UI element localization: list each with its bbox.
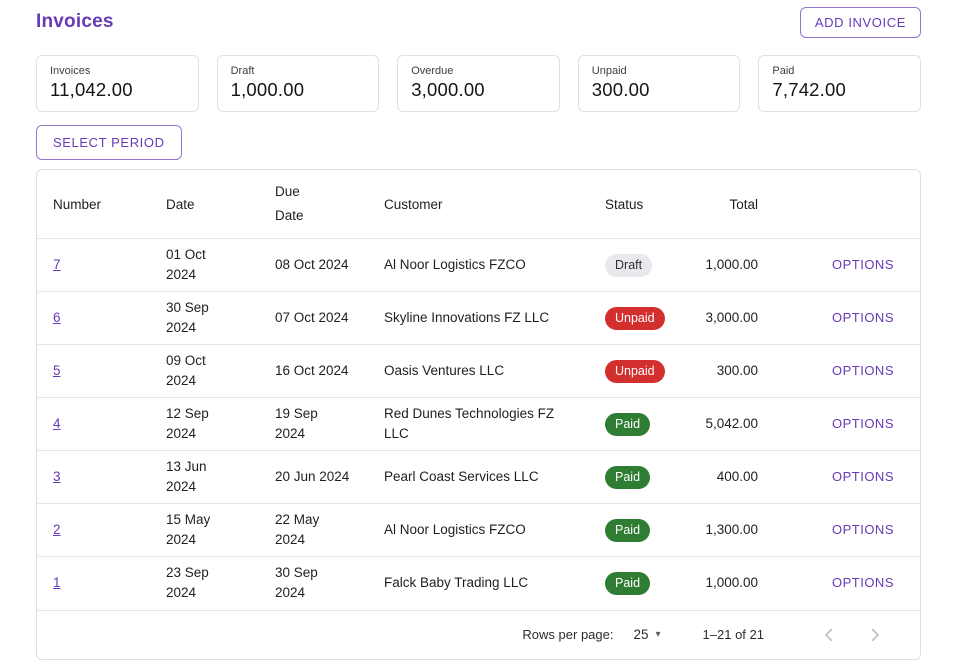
page-header: Invoices ADD INVOICE <box>36 0 921 38</box>
invoice-due-date: 19 Sep 2024 <box>259 397 368 451</box>
table-row: 1 23 Sep 2024 30 Sep 2024 Falck Baby Trading … <box>37 556 920 610</box>
summary-card-unpaid: Unpaid 300.00 <box>577 55 741 112</box>
card-value: 300.00 <box>591 79 650 100</box>
chevron-left-icon <box>825 628 833 641</box>
invoice-due-date: 20 Jun 2024 <box>259 450 368 504</box>
invoice-date: 23 Sep 2024 <box>150 556 259 610</box>
invoice-total: 5,042.00 <box>689 397 774 451</box>
rows-per-page-label: Rows per page: <box>522 627 614 642</box>
card-label: Draft <box>230 65 255 77</box>
status-badge: Paid <box>605 571 651 595</box>
options-button[interactable]: OPTIONS <box>831 469 894 484</box>
card-value: 11,042.00 <box>50 79 133 100</box>
status-badge: Paid <box>605 465 651 489</box>
options-button[interactable]: OPTIONS <box>831 363 894 378</box>
invoice-date: 01 Oct 2024 <box>150 238 259 292</box>
invoice-customer: Falck Baby Trading LLC <box>368 556 589 610</box>
table-header-row: Number Date Due Date Customer Status Tot… <box>37 170 920 239</box>
invoice-due-date: 08 Oct 2024 <box>259 238 368 292</box>
card-label: Paid <box>772 65 795 77</box>
invoice-due-date: 07 Oct 2024 <box>259 291 368 345</box>
rows-per-page-value: 25 <box>633 627 649 642</box>
invoice-total: 3,000.00 <box>689 291 774 345</box>
column-header-total: Total <box>729 196 758 212</box>
summary-card-overdue: Overdue 3,000.00 <box>397 55 560 112</box>
options-button[interactable]: OPTIONS <box>831 310 894 325</box>
summary-card-draft: Draft 1,000.00 <box>216 55 380 112</box>
invoice-number-link[interactable]: 5 <box>53 363 61 378</box>
invoice-date: 15 May 2024 <box>150 503 259 557</box>
caret-down-icon: ▾ <box>655 629 661 640</box>
column-header-status: Status <box>605 196 644 212</box>
column-header-due-date: Due Date <box>275 184 304 223</box>
card-label: Invoices <box>50 65 91 77</box>
chevron-right-icon <box>871 628 879 641</box>
card-value: 3,000.00 <box>411 79 485 100</box>
invoice-customer: Al Noor Logistics FZCO <box>368 238 589 292</box>
invoice-date: 30 Sep 2024 <box>150 291 259 345</box>
summary-card-invoices: Invoices 11,042.00 <box>36 55 199 112</box>
rows-per-page-select[interactable]: 25 ▾ <box>633 627 660 642</box>
card-label: Overdue <box>411 65 454 77</box>
status-badge: Unpaid <box>605 359 665 383</box>
options-button[interactable]: OPTIONS <box>831 257 894 272</box>
status-badge: Paid <box>605 518 651 542</box>
invoice-number-link[interactable]: 1 <box>53 575 61 591</box>
options-button[interactable]: OPTIONS <box>831 575 894 591</box>
summary-card-paid: Paid 7,742.00 <box>758 55 921 112</box>
table-row: 5 09 Oct 2024 16 Oct 2024 Oasis Ventures LLC… <box>37 344 920 398</box>
invoice-number-link[interactable]: 2 <box>53 522 61 537</box>
invoice-customer: Al Noor Logistics FZCO <box>368 503 589 557</box>
column-header-number: Number <box>53 196 102 212</box>
invoice-due-date: 22 May 2024 <box>259 503 368 557</box>
invoice-total: 1,000.00 <box>689 556 774 610</box>
table-row: 3 13 Jun 2024 20 Jun 2024 Pearl Coast Servic… <box>37 450 920 504</box>
table-row: 7 01 Oct 2024 08 Oct 2024 Al Noor Logistics … <box>37 238 920 292</box>
table-row: 6 30 Sep 2024 07 Oct 2024 Skyline Innovation… <box>37 291 920 345</box>
card-value: 1,000.00 <box>230 79 305 100</box>
invoices-table-card: Number Date Due Date Customer Status Tot… <box>36 169 921 660</box>
invoices-table: Number Date Due Date Customer Status Tot… <box>37 170 920 610</box>
invoice-total: 300.00 <box>689 344 774 398</box>
table-row: 4 12 Sep 2024 19 Sep 2024 Red Dunes Technolog… <box>37 397 920 451</box>
invoice-total: 400.00 <box>689 450 774 504</box>
status-badge: Paid <box>605 412 651 436</box>
column-header-date: Date <box>166 196 195 212</box>
pagination-range: 1–21 of 21 <box>702 627 764 642</box>
next-page-button[interactable] <box>866 626 884 644</box>
status-badge: Draft <box>605 253 653 277</box>
page-title: Invoices <box>36 11 114 32</box>
invoice-customer: Oasis Ventures LLC <box>368 344 589 398</box>
invoice-number-link[interactable]: 7 <box>53 257 61 272</box>
invoice-customer: Red Dunes Technologies FZ LLC <box>368 397 589 451</box>
table-pagination: Rows per page: 25 ▾ 1–21 of 21 <box>37 609 920 659</box>
select-period-row: SELECT PERIOD <box>36 125 921 160</box>
options-button[interactable]: OPTIONS <box>831 416 894 431</box>
invoice-date: 13 Jun 2024 <box>150 450 259 504</box>
invoice-number-link[interactable]: 6 <box>53 310 61 325</box>
invoice-due-date: 30 Sep 2024 <box>259 556 368 610</box>
column-header-customer: Customer <box>384 196 443 212</box>
previous-page-button[interactable] <box>820 626 838 644</box>
invoice-total: 1,300.00 <box>689 503 774 557</box>
invoice-total: 1,000.00 <box>689 238 774 292</box>
invoice-customer: Skyline Innovations FZ LLC <box>368 291 589 345</box>
select-period-button[interactable]: SELECT PERIOD <box>36 125 182 160</box>
table-row: 2 15 May 2024 22 May 2024 Al Noor Logistics F… <box>37 503 920 557</box>
card-value: 7,742.00 <box>772 79 846 100</box>
invoice-number-link[interactable]: 3 <box>53 469 61 484</box>
summary-cards: Invoices 11,042.00 Draft 1,000.00 Overdue 3,0… <box>36 55 921 112</box>
options-button[interactable]: OPTIONS <box>831 522 894 537</box>
card-label: Unpaid <box>591 65 627 77</box>
invoice-date: 09 Oct 2024 <box>150 344 259 398</box>
invoice-number-link[interactable]: 4 <box>53 416 61 431</box>
invoice-date: 12 Sep 2024 <box>150 397 259 451</box>
status-badge: Unpaid <box>605 306 665 330</box>
invoice-due-date: 16 Oct 2024 <box>259 344 368 398</box>
add-invoice-button[interactable]: ADD INVOICE <box>799 7 921 38</box>
invoice-customer: Pearl Coast Services LLC <box>368 450 589 504</box>
column-header-actions <box>774 170 920 239</box>
